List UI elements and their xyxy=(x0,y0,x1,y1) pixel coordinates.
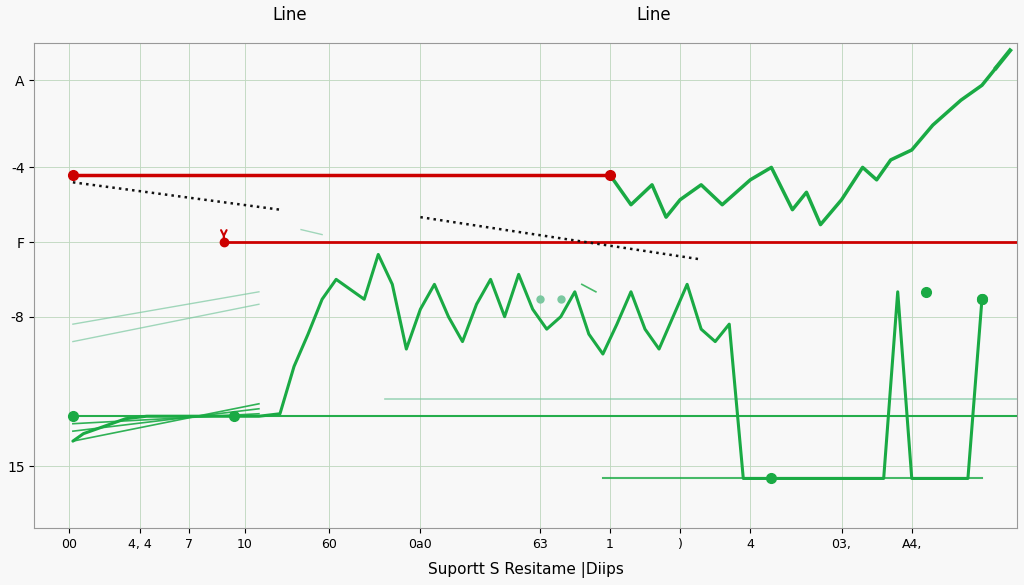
Text: Line: Line xyxy=(272,5,307,23)
Text: Line: Line xyxy=(636,5,671,23)
X-axis label: Suportt S Resitame |Diips: Suportt S Resitame |Diips xyxy=(428,562,624,578)
